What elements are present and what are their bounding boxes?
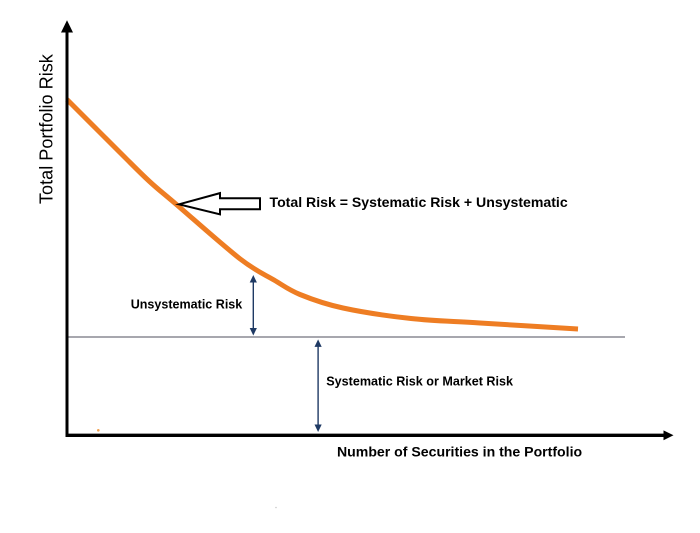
svg-text:Unsystematic Risk: Unsystematic Risk xyxy=(131,298,243,312)
svg-text:Total Risk = Systematic Risk +: Total Risk = Systematic Risk + Unsystema… xyxy=(270,194,568,210)
svg-text:Total Portfolio Risk: Total Portfolio Risk xyxy=(37,53,57,204)
svg-text:Number of Securities in the Po: Number of Securities in the Portfolio xyxy=(337,444,582,460)
svg-text:Systematic Risk or Market Risk: Systematic Risk or Market Risk xyxy=(326,375,513,389)
